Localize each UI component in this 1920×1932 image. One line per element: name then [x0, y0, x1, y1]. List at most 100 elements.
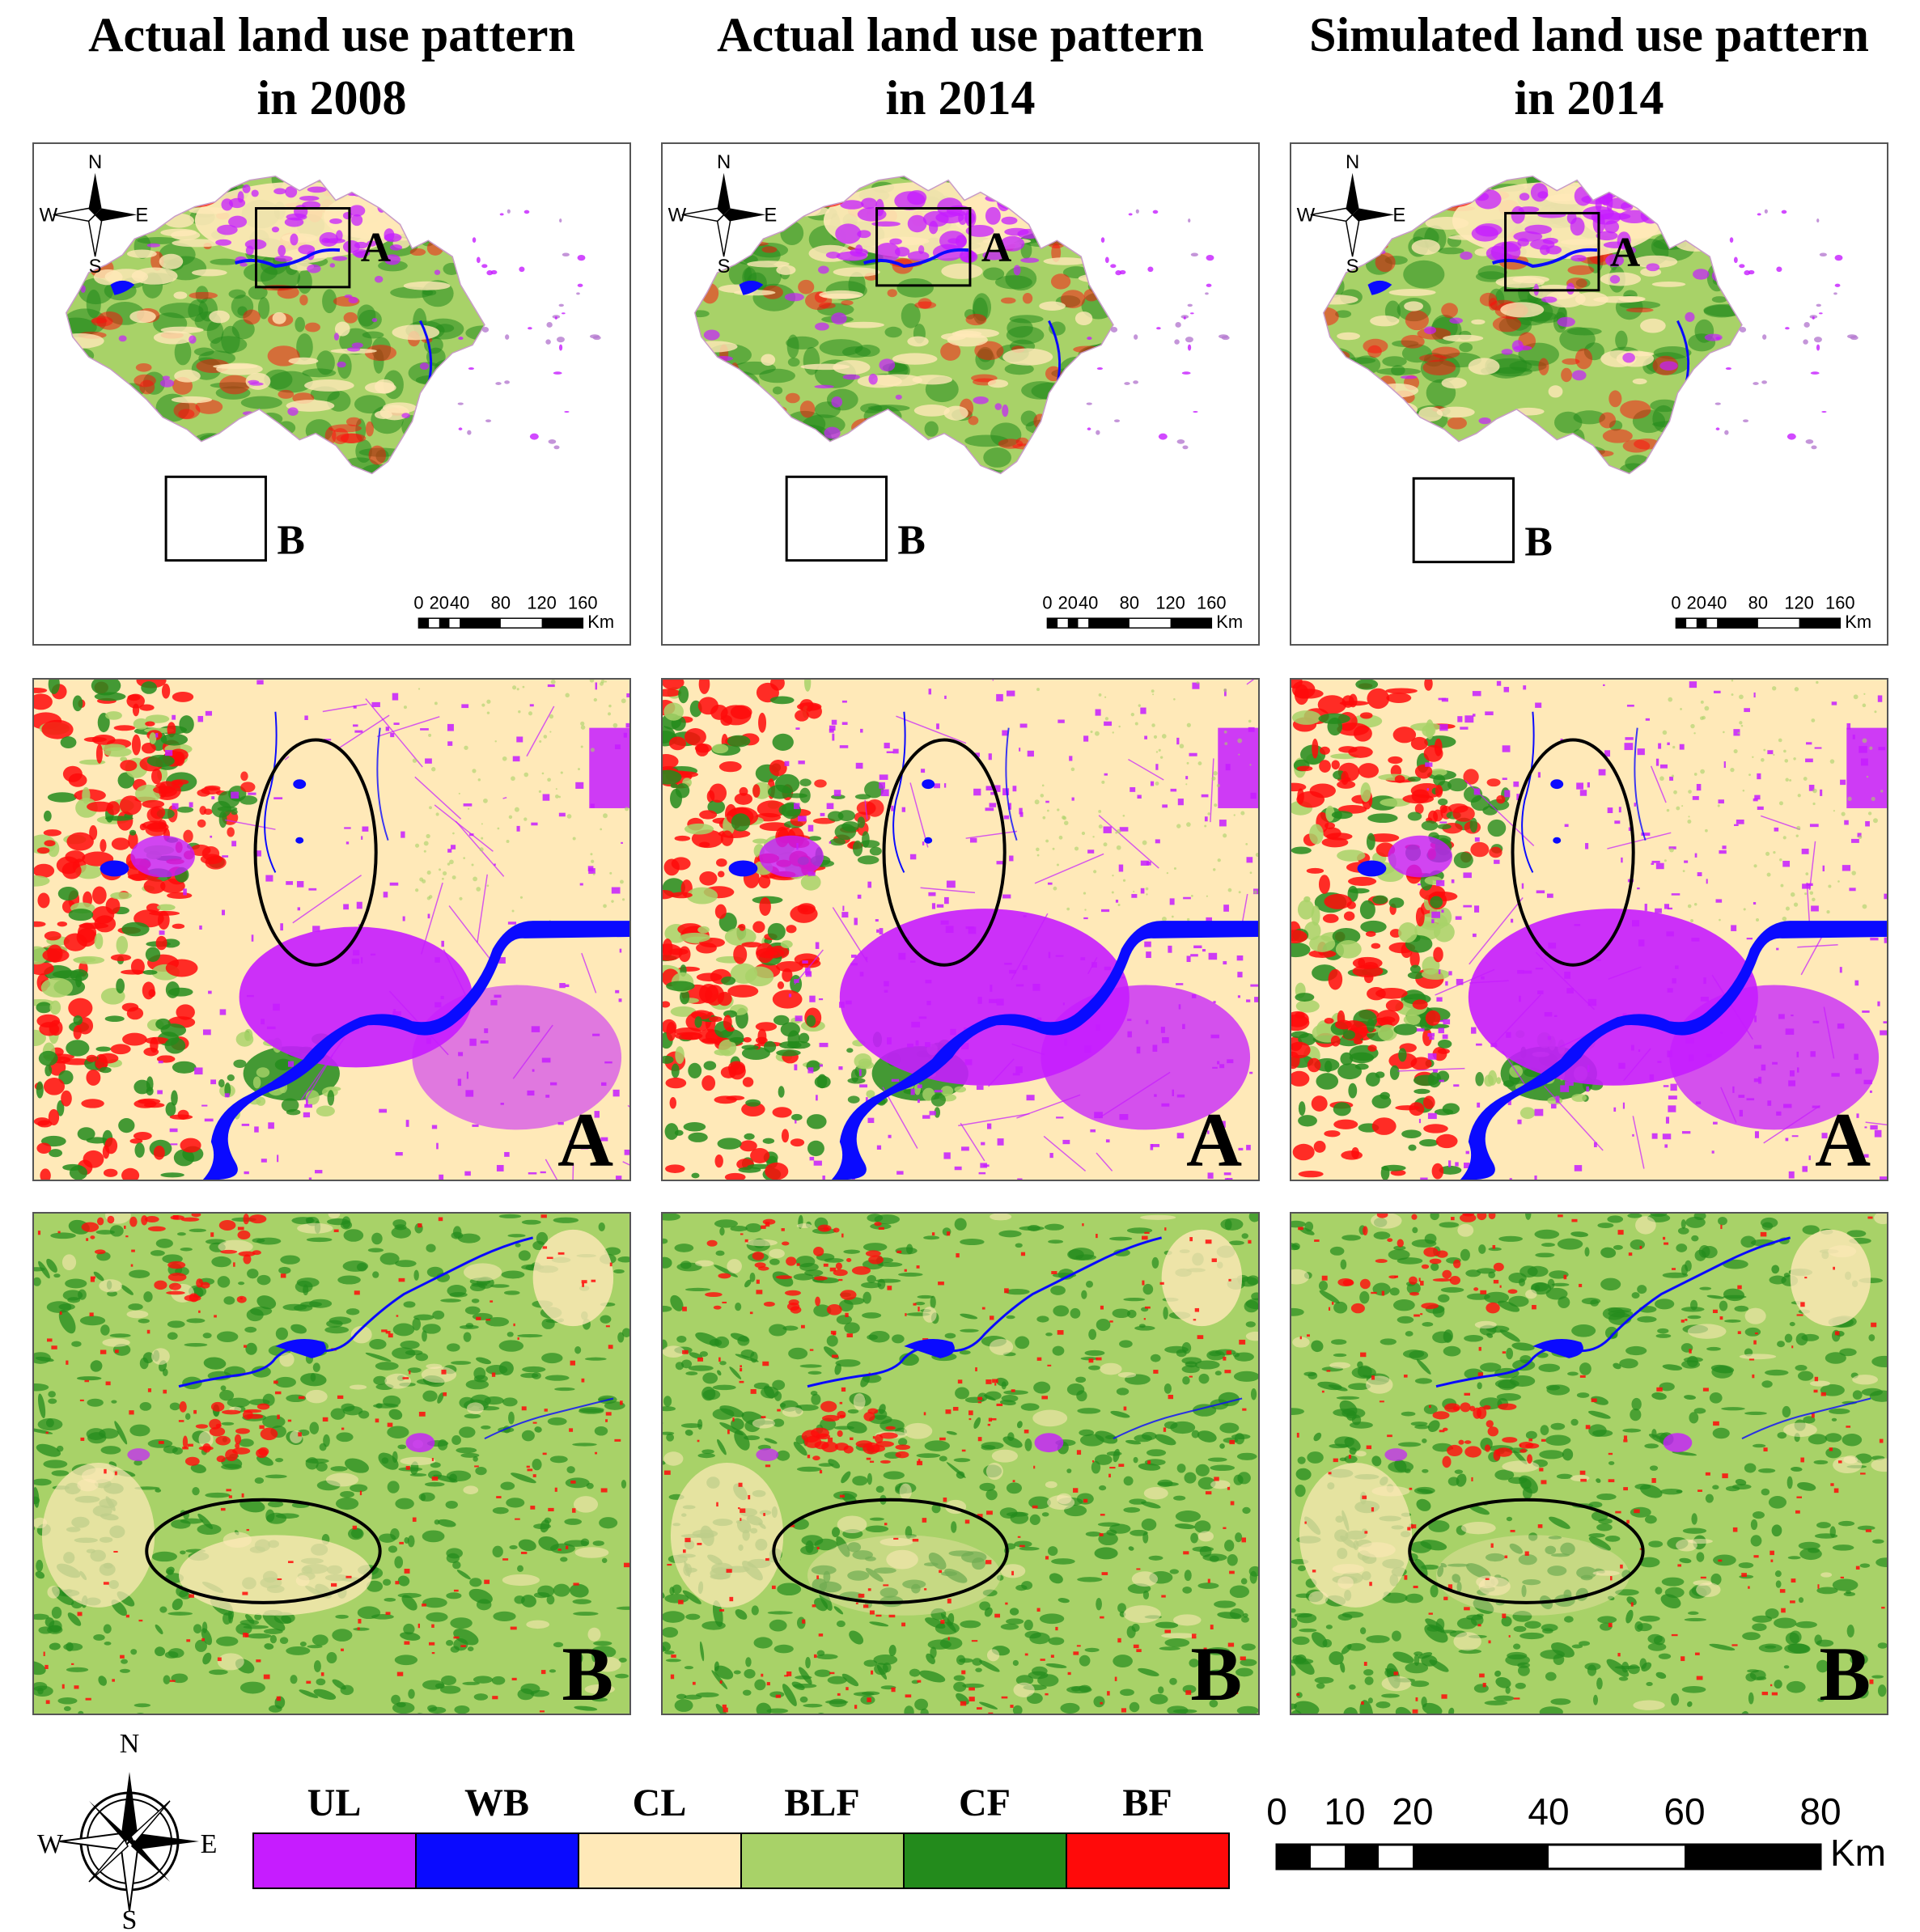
overview-map-2014-actual: A B N S W E 0 20 40 80 120 160 Km: [661, 142, 1260, 646]
overview-scale-tick: 40: [1079, 592, 1098, 612]
bottom-legend-area: N S W E UL WB CL BLF CF BF 0 10 20 40 60 80 K…: [37, 1731, 1886, 1932]
inset-label-b: B: [1524, 519, 1553, 566]
legend-item-bf: BF: [1066, 1782, 1230, 1889]
overview-scale-tick: 0: [1671, 592, 1681, 612]
zoom-map-a-2014-simulated: A: [1290, 678, 1888, 1181]
overview-scale-tick: 80: [1748, 592, 1768, 612]
legend-item-blf: BLF: [740, 1782, 905, 1889]
zoom-label-b: B: [1819, 1631, 1871, 1714]
highlight-ellipse: [145, 1498, 382, 1604]
compass-w-label: W: [37, 1829, 64, 1859]
inset-label-b: B: [897, 518, 926, 564]
overview-compass-s-label: S: [89, 256, 102, 278]
highlight-ellipse: [253, 738, 378, 967]
overview-scale-tick: 40: [1707, 592, 1727, 612]
column-title-line1: Actual land use pattern: [88, 8, 575, 61]
column-title-line1: Actual land use pattern: [717, 8, 1204, 61]
zoom-label-a: A: [1186, 1097, 1242, 1180]
scale-tick-label: 80: [1799, 1790, 1841, 1832]
inset-box-a: [875, 206, 972, 287]
highlight-ellipse: [882, 738, 1007, 967]
overview-scale-tick: 20: [1687, 592, 1706, 612]
column-title-2014-simulated: Simulated land use pattern in 2014: [1274, 3, 1905, 129]
legend-swatch: [903, 1832, 1067, 1889]
overview-scale-tick: 20: [1058, 592, 1078, 612]
land-use-legend: UL WB CL BLF CF BF: [252, 1782, 1230, 1889]
legend-swatch: [1066, 1832, 1230, 1889]
overview-compass-n-label: N: [717, 151, 731, 173]
overview-scale-tick: 0: [1042, 592, 1052, 612]
legend-item-cl: CL: [578, 1782, 742, 1889]
overview-scale-unit: Km: [587, 612, 614, 632]
overview-scale-tick: 80: [491, 592, 511, 612]
compass-s-label: S: [122, 1905, 138, 1932]
highlight-ellipse: [1511, 738, 1635, 967]
overview-scale-unit: Km: [1216, 612, 1243, 632]
legend-swatch: [578, 1832, 742, 1889]
overview-compass-e-label: E: [1392, 204, 1405, 226]
overview-scale-tick: 0: [413, 592, 423, 612]
scale-tick-label: 60: [1664, 1790, 1705, 1832]
zoom-map-b-2014-actual: B: [661, 1212, 1260, 1715]
scale-tick-label: 20: [1392, 1790, 1433, 1832]
column-title-line2: in 2014: [885, 71, 1036, 125]
column-title-line2: in 2014: [1514, 71, 1664, 125]
inset-box-a: [1504, 211, 1600, 292]
legend-swatch: [740, 1832, 905, 1889]
legend-label: WB: [464, 1782, 529, 1824]
overview-scale-tick: 40: [450, 592, 469, 612]
legend-label: BF: [1122, 1782, 1172, 1824]
inset-box-b: [785, 475, 888, 562]
scale-tick-label: 10: [1324, 1790, 1365, 1832]
overview-scale-unit: Km: [1845, 612, 1871, 632]
column-title-2008: Actual land use pattern in 2008: [16, 3, 647, 129]
legend-item-wb: WB: [415, 1782, 579, 1889]
zoom-label-b: B: [562, 1631, 613, 1714]
overview-scale-tick: 120: [1784, 592, 1814, 612]
overview-scale-tick: 120: [527, 592, 557, 612]
legend-swatch: [415, 1832, 579, 1889]
zoom-label-a: A: [557, 1097, 613, 1180]
overview-compass-w-label: W: [40, 204, 58, 226]
highlight-ellipse: [772, 1498, 1009, 1604]
legend-swatch: [252, 1832, 417, 1889]
column-title-2014-actual: Actual land use pattern in 2014: [645, 3, 1276, 129]
overview-map-2008: A B N S W E 0 20 40 80 120 160 Km: [32, 142, 631, 646]
overview-compass-n-label: N: [88, 151, 102, 173]
inset-box-b: [1412, 477, 1515, 564]
legend-label: CL: [633, 1782, 687, 1824]
zoom-map-a-2014-actual: A: [661, 678, 1260, 1181]
inset-box-b: [164, 475, 267, 562]
column-title-line2: in 2008: [256, 71, 407, 125]
highlight-ellipse: [1408, 1498, 1645, 1604]
legend-item-ul: UL: [252, 1782, 417, 1889]
overview-compass-e-label: E: [764, 204, 777, 226]
inset-label-a: A: [981, 225, 1011, 271]
bottom-scale-bar: 0 10 20 40 60 80 Km: [1266, 1790, 1886, 1874]
overview-map-2014-simulated: A B N S W E 0 20 40 80 120 160 Km: [1290, 142, 1888, 646]
overview-compass-e-label: E: [135, 204, 148, 226]
overview-compass-s-label: S: [1346, 256, 1359, 278]
scale-unit-label: Km: [1830, 1832, 1886, 1874]
overview-scale-tick: 160: [1197, 592, 1227, 612]
column-title-line1: Simulated land use pattern: [1309, 8, 1869, 61]
zoom-map-a-2008: A: [32, 678, 631, 1181]
overview-compass-s-label: S: [718, 256, 731, 278]
overview-compass-w-label: W: [1297, 204, 1316, 226]
legend-label: CF: [959, 1782, 1011, 1824]
zoom-label-b: B: [1190, 1631, 1242, 1714]
legend-item-cf: CF: [903, 1782, 1067, 1889]
inset-label-b: B: [277, 518, 305, 564]
inset-label-a: A: [1610, 230, 1640, 276]
compass-n-label: N: [120, 1731, 140, 1759]
overview-compass-icon: N S W E: [40, 151, 149, 278]
overview-compass-icon: N S W E: [668, 151, 778, 278]
overview-compass-n-label: N: [1346, 151, 1359, 173]
compass-e-label: E: [201, 1829, 218, 1859]
zoom-label-a: A: [1815, 1097, 1871, 1180]
inset-label-a: A: [361, 225, 391, 271]
overview-scale-tick: 160: [568, 592, 598, 612]
